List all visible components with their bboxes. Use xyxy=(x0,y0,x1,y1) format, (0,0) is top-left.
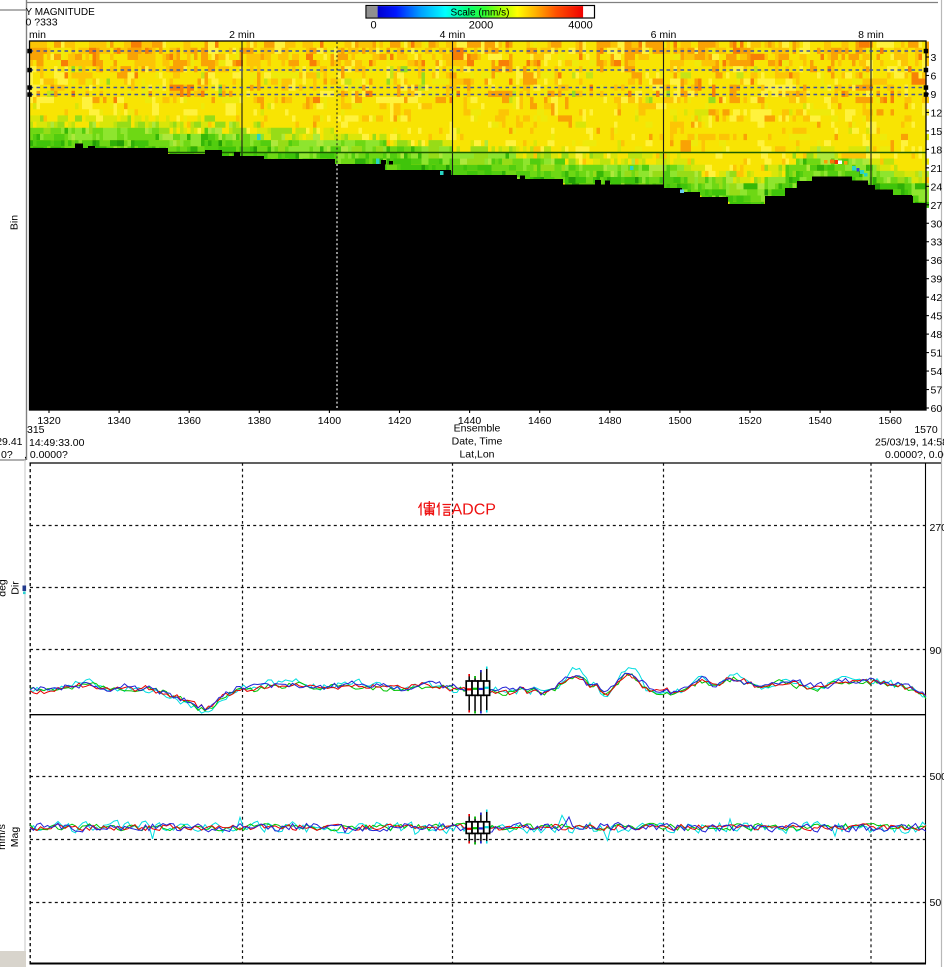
svg-text:45: 45 xyxy=(931,311,943,323)
svg-text:15: 15 xyxy=(931,126,943,138)
svg-text:29.41: 29.41 xyxy=(0,436,23,448)
svg-text:25/03/19, 14:58: 25/03/19, 14:58 xyxy=(875,437,944,449)
svg-text:42: 42 xyxy=(931,292,943,304)
svg-text:57: 57 xyxy=(931,385,943,397)
svg-text:36: 36 xyxy=(931,255,943,267)
svg-text:1440: 1440 xyxy=(458,415,482,427)
svg-text:1420: 1420 xyxy=(388,415,412,427)
svg-text:Dir: Dir xyxy=(10,581,22,595)
svg-text:0?: 0? xyxy=(1,449,13,461)
svg-text:1340: 1340 xyxy=(107,415,131,427)
svg-text:18: 18 xyxy=(931,144,943,156)
svg-text:9: 9 xyxy=(931,89,937,101)
svg-text:27: 27 xyxy=(931,200,943,212)
svg-text:1570: 1570 xyxy=(914,424,938,436)
svg-text:21: 21 xyxy=(931,163,943,175)
svg-text:deg: deg xyxy=(0,579,9,597)
svg-text:60: 60 xyxy=(931,403,943,415)
svg-text:Bin: Bin xyxy=(9,215,21,230)
svg-text:0.0000?, 0.00: 0.0000?, 0.00 xyxy=(885,449,944,461)
svg-text:270: 270 xyxy=(930,522,944,534)
svg-text:500: 500 xyxy=(930,771,944,783)
svg-text:4 min: 4 min xyxy=(440,29,466,41)
svg-text:1540: 1540 xyxy=(808,415,832,427)
svg-text:Date, Time: Date, Time xyxy=(452,436,503,448)
svg-text:1480: 1480 xyxy=(598,415,622,427)
svg-text:ADCP: ADCP xyxy=(452,502,496,519)
svg-text:min: min xyxy=(29,29,46,41)
svg-text:6: 6 xyxy=(931,70,937,82)
svg-text:1560: 1560 xyxy=(879,415,903,427)
svg-text:48: 48 xyxy=(931,329,943,341)
svg-text:6 min: 6 min xyxy=(651,29,677,41)
svg-text:Mag: Mag xyxy=(9,827,21,848)
svg-text:51: 51 xyxy=(931,348,943,360)
svg-text:50: 50 xyxy=(930,897,942,909)
svg-text:30: 30 xyxy=(931,218,943,230)
svg-text:0: 0 xyxy=(370,20,376,32)
svg-text:24: 24 xyxy=(931,181,943,193)
svg-text:0 ?333: 0 ?333 xyxy=(26,17,58,29)
svg-text:Scale (mm/s): Scale (mm/s) xyxy=(451,8,510,19)
svg-text:Y MAGNITUDE: Y MAGNITUDE xyxy=(26,7,96,18)
svg-text:1360: 1360 xyxy=(178,415,202,427)
svg-text:315: 315 xyxy=(27,424,45,436)
svg-text:Ensemble: Ensemble xyxy=(454,423,501,435)
svg-text:mm/s: mm/s xyxy=(0,824,8,850)
svg-text:, 0.0000?: , 0.0000? xyxy=(24,449,68,461)
svg-text:14:49:33.00: 14:49:33.00 xyxy=(29,437,85,449)
svg-text:1460: 1460 xyxy=(528,415,552,427)
svg-text:1400: 1400 xyxy=(318,415,342,427)
svg-text:4000: 4000 xyxy=(568,20,592,32)
svg-text:3: 3 xyxy=(931,52,937,64)
svg-text:1320: 1320 xyxy=(37,415,61,427)
svg-text:54: 54 xyxy=(931,366,943,378)
svg-text:1520: 1520 xyxy=(738,415,762,427)
svg-text:Lat,Lon: Lat,Lon xyxy=(459,449,494,461)
svg-text:33: 33 xyxy=(931,237,943,249)
svg-text:2 min: 2 min xyxy=(229,29,255,41)
svg-text:39: 39 xyxy=(931,274,943,286)
svg-text:1500: 1500 xyxy=(668,415,692,427)
svg-text:8 min: 8 min xyxy=(858,29,884,41)
svg-text:1380: 1380 xyxy=(248,415,272,427)
svg-text:2000: 2000 xyxy=(469,20,493,32)
svg-text:12: 12 xyxy=(931,107,943,119)
svg-text:90: 90 xyxy=(930,645,942,657)
